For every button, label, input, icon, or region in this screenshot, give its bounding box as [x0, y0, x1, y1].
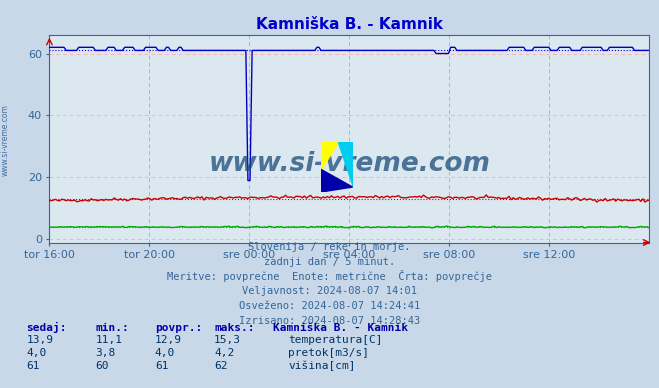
- Text: www.si-vreme.com: www.si-vreme.com: [208, 151, 490, 177]
- Text: 61: 61: [155, 361, 168, 371]
- Text: zadnji dan / 5 minut.: zadnji dan / 5 minut.: [264, 257, 395, 267]
- Text: Veljavnost: 2024-08-07 14:01: Veljavnost: 2024-08-07 14:01: [242, 286, 417, 296]
- Text: Slovenija / reke in morje.: Slovenija / reke in morje.: [248, 242, 411, 252]
- Polygon shape: [321, 142, 338, 169]
- Polygon shape: [321, 169, 353, 192]
- Text: maks.:: maks.:: [214, 322, 254, 333]
- Title: Kamniška B. - Kamnik: Kamniška B. - Kamnik: [256, 17, 443, 32]
- Text: 4,2: 4,2: [214, 348, 235, 358]
- Text: temperatura[C]: temperatura[C]: [288, 335, 382, 345]
- Text: 13,9: 13,9: [26, 335, 53, 345]
- Text: 11,1: 11,1: [96, 335, 123, 345]
- Text: www.si-vreme.com: www.si-vreme.com: [1, 104, 10, 176]
- Text: Izrisano: 2024-08-07 14:28:43: Izrisano: 2024-08-07 14:28:43: [239, 316, 420, 326]
- Text: povpr.:: povpr.:: [155, 322, 202, 333]
- Text: 15,3: 15,3: [214, 335, 241, 345]
- Text: 12,9: 12,9: [155, 335, 182, 345]
- Text: 3,8: 3,8: [96, 348, 116, 358]
- Text: Osveženo: 2024-08-07 14:24:41: Osveženo: 2024-08-07 14:24:41: [239, 301, 420, 311]
- Text: min.:: min.:: [96, 322, 129, 333]
- Text: 4,0: 4,0: [155, 348, 175, 358]
- Text: višina[cm]: višina[cm]: [288, 360, 355, 371]
- Text: 61: 61: [26, 361, 40, 371]
- Text: 60: 60: [96, 361, 109, 371]
- Text: Kamniška B. - Kamnik: Kamniška B. - Kamnik: [273, 322, 409, 333]
- Polygon shape: [338, 142, 353, 187]
- Text: 4,0: 4,0: [26, 348, 47, 358]
- Text: sedaj:: sedaj:: [26, 322, 67, 333]
- Text: Meritve: povprečne  Enote: metrične  Črta: povprečje: Meritve: povprečne Enote: metrične Črta:…: [167, 270, 492, 282]
- Text: pretok[m3/s]: pretok[m3/s]: [288, 348, 369, 358]
- Text: 62: 62: [214, 361, 227, 371]
